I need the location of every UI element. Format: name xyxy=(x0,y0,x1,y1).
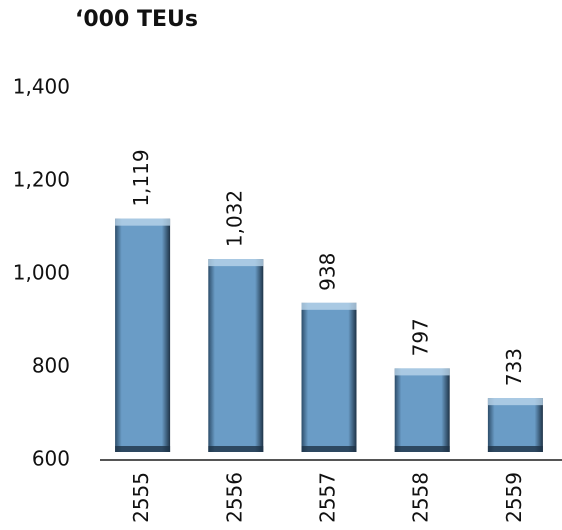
bar-bottom-shadow xyxy=(115,446,171,452)
bar-bottom-shadow xyxy=(301,446,357,452)
x-tick-label: 2555 xyxy=(129,472,153,523)
bar-bottom-shadow xyxy=(487,446,543,452)
value-label: 733 xyxy=(502,348,526,386)
bar-top-highlight xyxy=(115,218,171,226)
value-label: 1,119 xyxy=(129,149,153,206)
bar-top-highlight xyxy=(487,398,543,406)
bar xyxy=(301,302,357,452)
value-label: 938 xyxy=(316,253,340,291)
value-label: 1,032 xyxy=(222,190,246,247)
x-tick-label: 2558 xyxy=(409,472,433,523)
x-tick-label: 2556 xyxy=(222,472,246,523)
y-tick-label: 800 xyxy=(32,354,70,378)
bar-top-highlight xyxy=(208,259,264,267)
y-tick-label: 1,400 xyxy=(13,75,70,99)
bar-bottom-shadow xyxy=(208,446,264,452)
bar xyxy=(115,218,171,452)
bar-top-highlight xyxy=(301,302,357,310)
chart-title: ‘000 TEUs xyxy=(75,7,198,32)
y-tick-label: 1,000 xyxy=(13,261,70,285)
bar-top-highlight xyxy=(394,368,450,376)
y-tick-label: 600 xyxy=(32,447,70,471)
bar xyxy=(487,398,543,452)
x-tick-label: 2559 xyxy=(502,472,526,523)
x-tick-label: 2557 xyxy=(316,472,340,523)
value-label: 797 xyxy=(409,318,433,356)
bar xyxy=(394,368,450,452)
y-tick-label: 1,200 xyxy=(13,168,70,192)
bar xyxy=(208,259,264,452)
bar-bottom-shadow xyxy=(394,446,450,452)
